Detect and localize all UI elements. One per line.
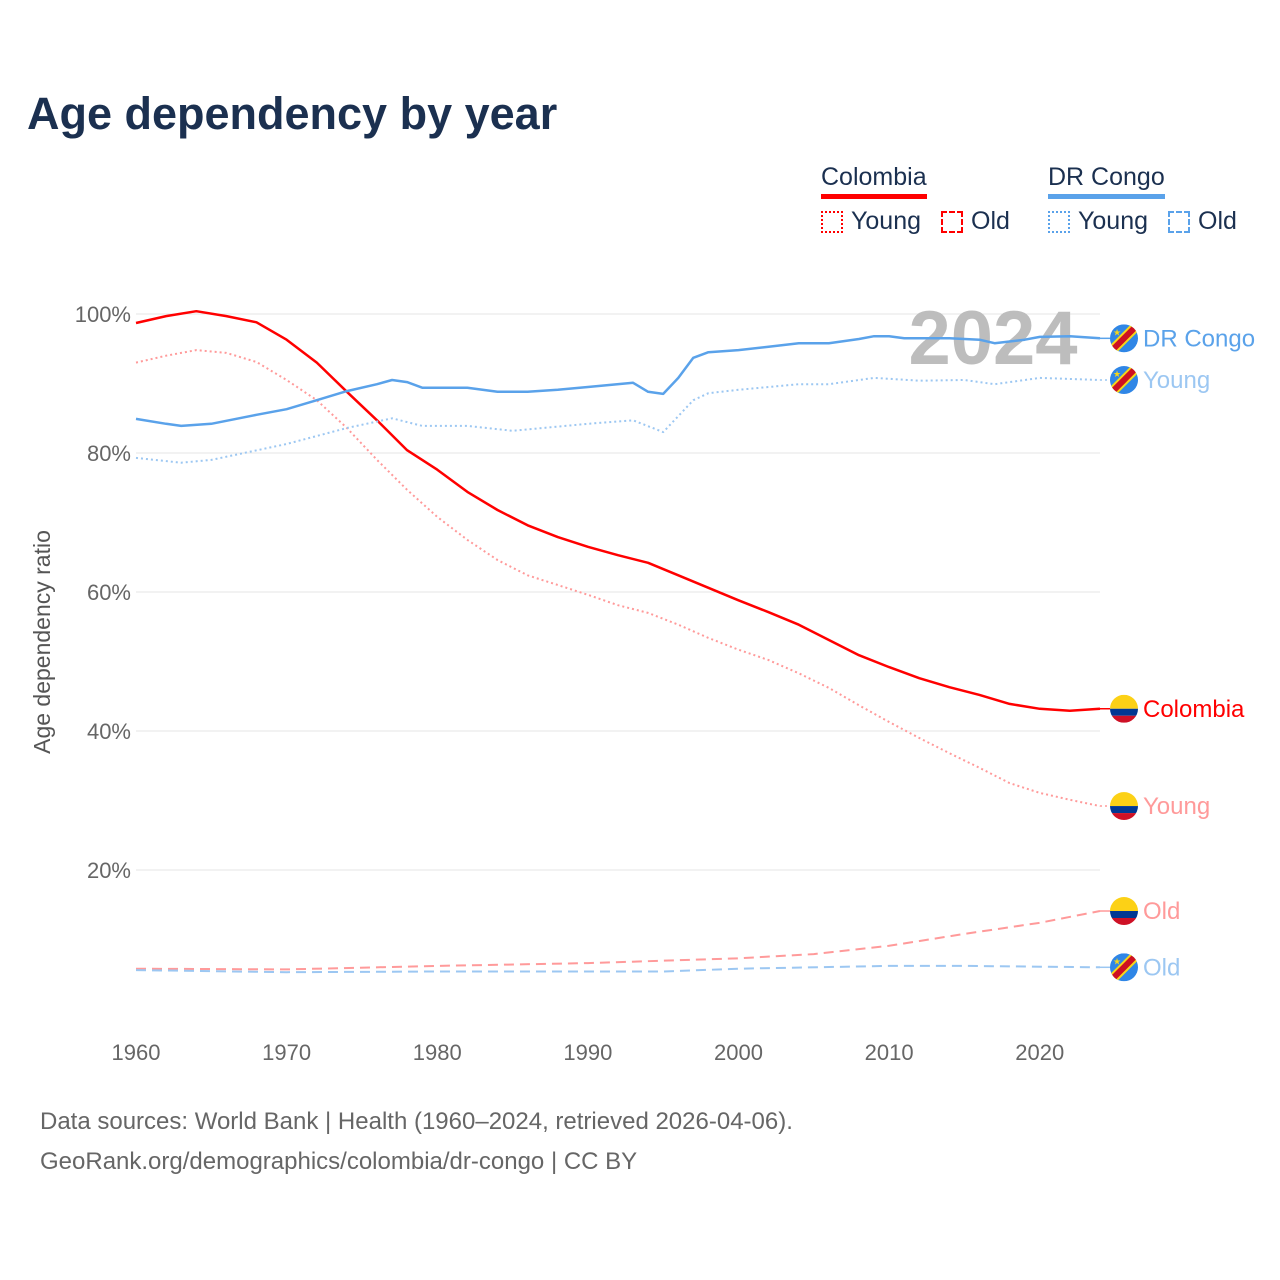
footer-attribution: GeoRank.org/demographics/colombia/dr-con…	[40, 1148, 638, 1175]
legend-drcongo-old[interactable]: Old	[1198, 207, 1237, 235]
series-line-colombia-old[interactable]	[135, 910, 1101, 971]
x-tick-label: 1990	[563, 1040, 612, 1065]
svg-text:★: ★	[1113, 327, 1121, 337]
dashed-swatch-icon	[1168, 210, 1190, 233]
y-tick-label: 20%	[87, 858, 131, 883]
chart-title: Age dependency by year	[27, 88, 558, 139]
y-tick-label: 60%	[87, 580, 131, 605]
legend-drcongo-young[interactable]: Young	[1078, 207, 1148, 235]
series-line-colombia[interactable]	[135, 309, 1101, 713]
series-line-colombia-young[interactable]	[135, 349, 1101, 808]
dotted-swatch-icon	[821, 210, 843, 233]
legend-drcongo-label[interactable]: DR Congo	[1048, 163, 1165, 199]
drcongo-flag-icon: ★	[1110, 324, 1138, 353]
legend-colombia-old[interactable]: Old	[971, 207, 1010, 235]
y-tick-label: 40%	[87, 719, 131, 744]
x-tick-label: 2020	[1015, 1040, 1064, 1065]
end-label: Young	[1143, 367, 1210, 394]
end-label: Colombia	[1143, 696, 1245, 723]
y-tick-label: 80%	[87, 441, 131, 466]
x-tick-label: 2010	[865, 1040, 914, 1065]
legend-colombia-young[interactable]: Young	[851, 207, 921, 235]
series-line-dr-congo[interactable]	[135, 334, 1101, 428]
end-label: Old	[1143, 954, 1180, 981]
end-label: Old	[1143, 898, 1180, 925]
svg-text:★: ★	[1113, 956, 1121, 966]
colombia-flag-icon	[1110, 792, 1138, 821]
x-tick-label: 2000	[714, 1040, 763, 1065]
dotted-swatch-icon	[1048, 210, 1070, 233]
x-tick-label: 1960	[112, 1040, 161, 1065]
x-tick-label: 1970	[262, 1040, 311, 1065]
svg-text:★: ★	[1113, 369, 1121, 379]
series-line-dr-congo-old[interactable]	[135, 964, 1101, 974]
legend-colombia-label[interactable]: Colombia	[821, 163, 927, 199]
end-label: DR Congo	[1143, 325, 1255, 352]
colombia-flag-icon	[1110, 694, 1138, 723]
colombia-flag-icon	[1110, 897, 1138, 926]
end-label: Young	[1143, 793, 1210, 820]
drcongo-flag-icon: ★	[1110, 366, 1138, 395]
drcongo-flag-icon: ★	[1110, 953, 1138, 982]
y-axis-label: Age dependency ratio	[29, 530, 55, 754]
x-tick-label: 1980	[413, 1040, 462, 1065]
legend-drcongo[interactable]: DR Congo Young Old	[1048, 163, 1251, 236]
dashed-swatch-icon	[941, 210, 963, 233]
y-tick-label: 100%	[75, 302, 131, 327]
legend-colombia[interactable]: Colombia Young Old	[821, 163, 1024, 236]
footer-sources: Data sources: World Bank | Health (1960–…	[40, 1108, 793, 1135]
series-line-dr-congo-young[interactable]	[135, 376, 1101, 464]
